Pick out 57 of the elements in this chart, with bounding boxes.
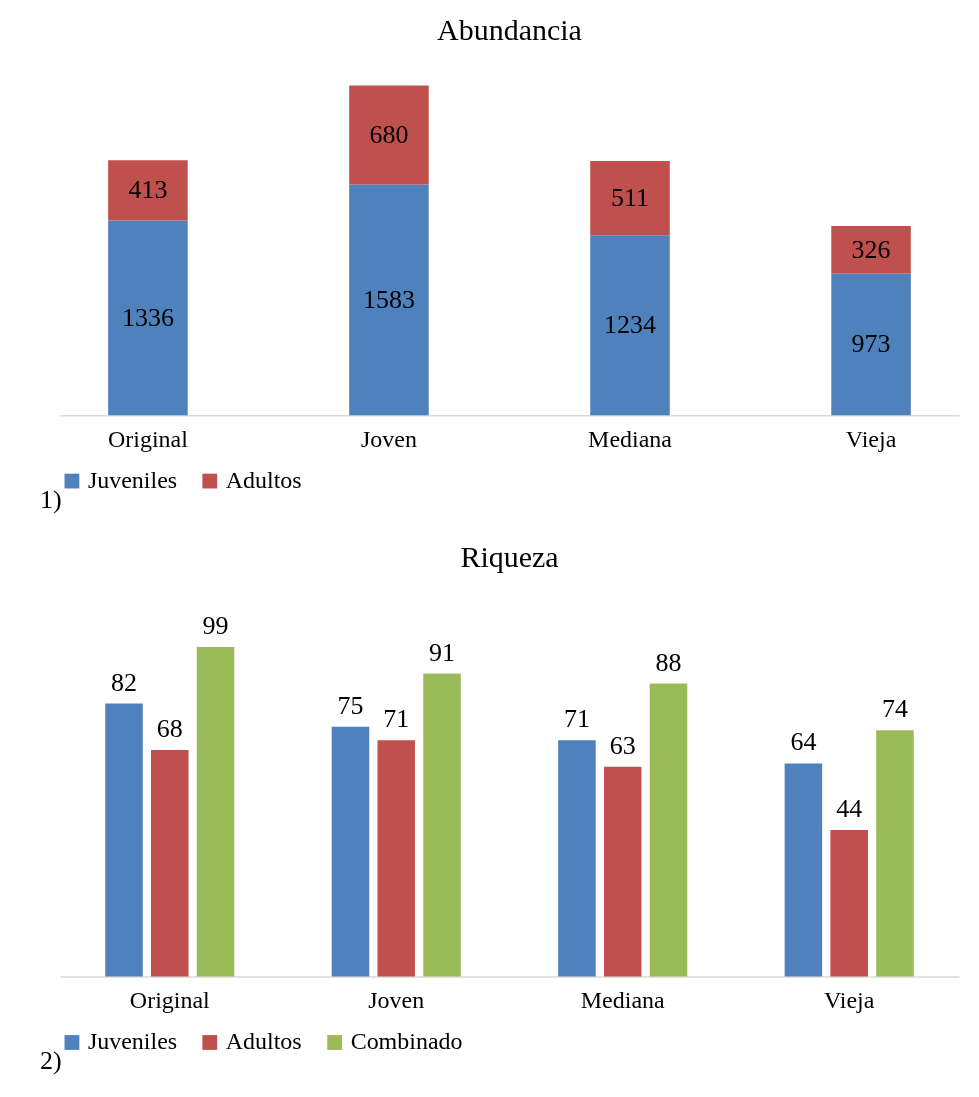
bar [649,683,688,977]
data-label: 68 [156,714,183,744]
bar [603,766,642,977]
x-tick-label: Vieja [823,987,875,1014]
chart-title: Abundancia [437,12,582,46]
bar [196,646,235,977]
chart-title: Riqueza [460,539,559,573]
data-label: 1336 [121,302,174,332]
bar [831,273,911,416]
x-tick-label: Mediana [580,987,665,1014]
text: 2) [39,1046,62,1076]
x-tick-label: Joven [368,987,425,1014]
bar [831,225,911,274]
data-label: 44 [836,794,863,824]
data-label: 973 [851,329,891,359]
data-label: 680 [369,119,409,149]
data-label: 99 [202,610,229,640]
data-label: 413 [128,175,168,205]
bar [331,726,370,977]
data-label: 64 [790,727,817,757]
legend-label: Combinado [350,1028,463,1055]
bar [108,220,188,416]
bar [876,730,914,977]
x-tick-label: Joven [361,425,417,452]
bar [784,763,823,977]
data-label: 91 [429,637,456,667]
data-label: 71 [563,704,590,734]
bar [349,184,429,416]
x-tick-label: Vieja [845,425,897,452]
bar [590,160,670,236]
data-label: 63 [609,730,636,760]
data-label: 74 [881,694,908,724]
text: 1) [39,485,62,515]
data-label: 75 [337,690,364,720]
data-label: 1234 [604,310,656,340]
bar [377,740,416,977]
legend-label: Adultos [225,467,302,494]
bar [151,750,189,977]
data-label: 326 [851,234,891,264]
data-label: 88 [655,647,682,677]
bar [105,703,143,977]
bar [423,673,461,977]
x-tick-label: Mediana [588,425,673,452]
bar [349,85,429,185]
legend-label: Juveniles [87,467,178,494]
data-label: 82 [111,667,137,697]
bar [558,740,596,977]
x-tick-label: Original [129,987,211,1014]
bar [830,830,868,977]
data-label: 511 [611,183,649,213]
legend-label: Juveniles [87,1028,178,1055]
data-label: 1583 [362,284,415,314]
data-label: 71 [383,704,410,734]
x-tick-label: Original [107,425,189,452]
bar [590,235,670,416]
bar [108,160,188,221]
legend-label: Adultos [225,1028,302,1055]
